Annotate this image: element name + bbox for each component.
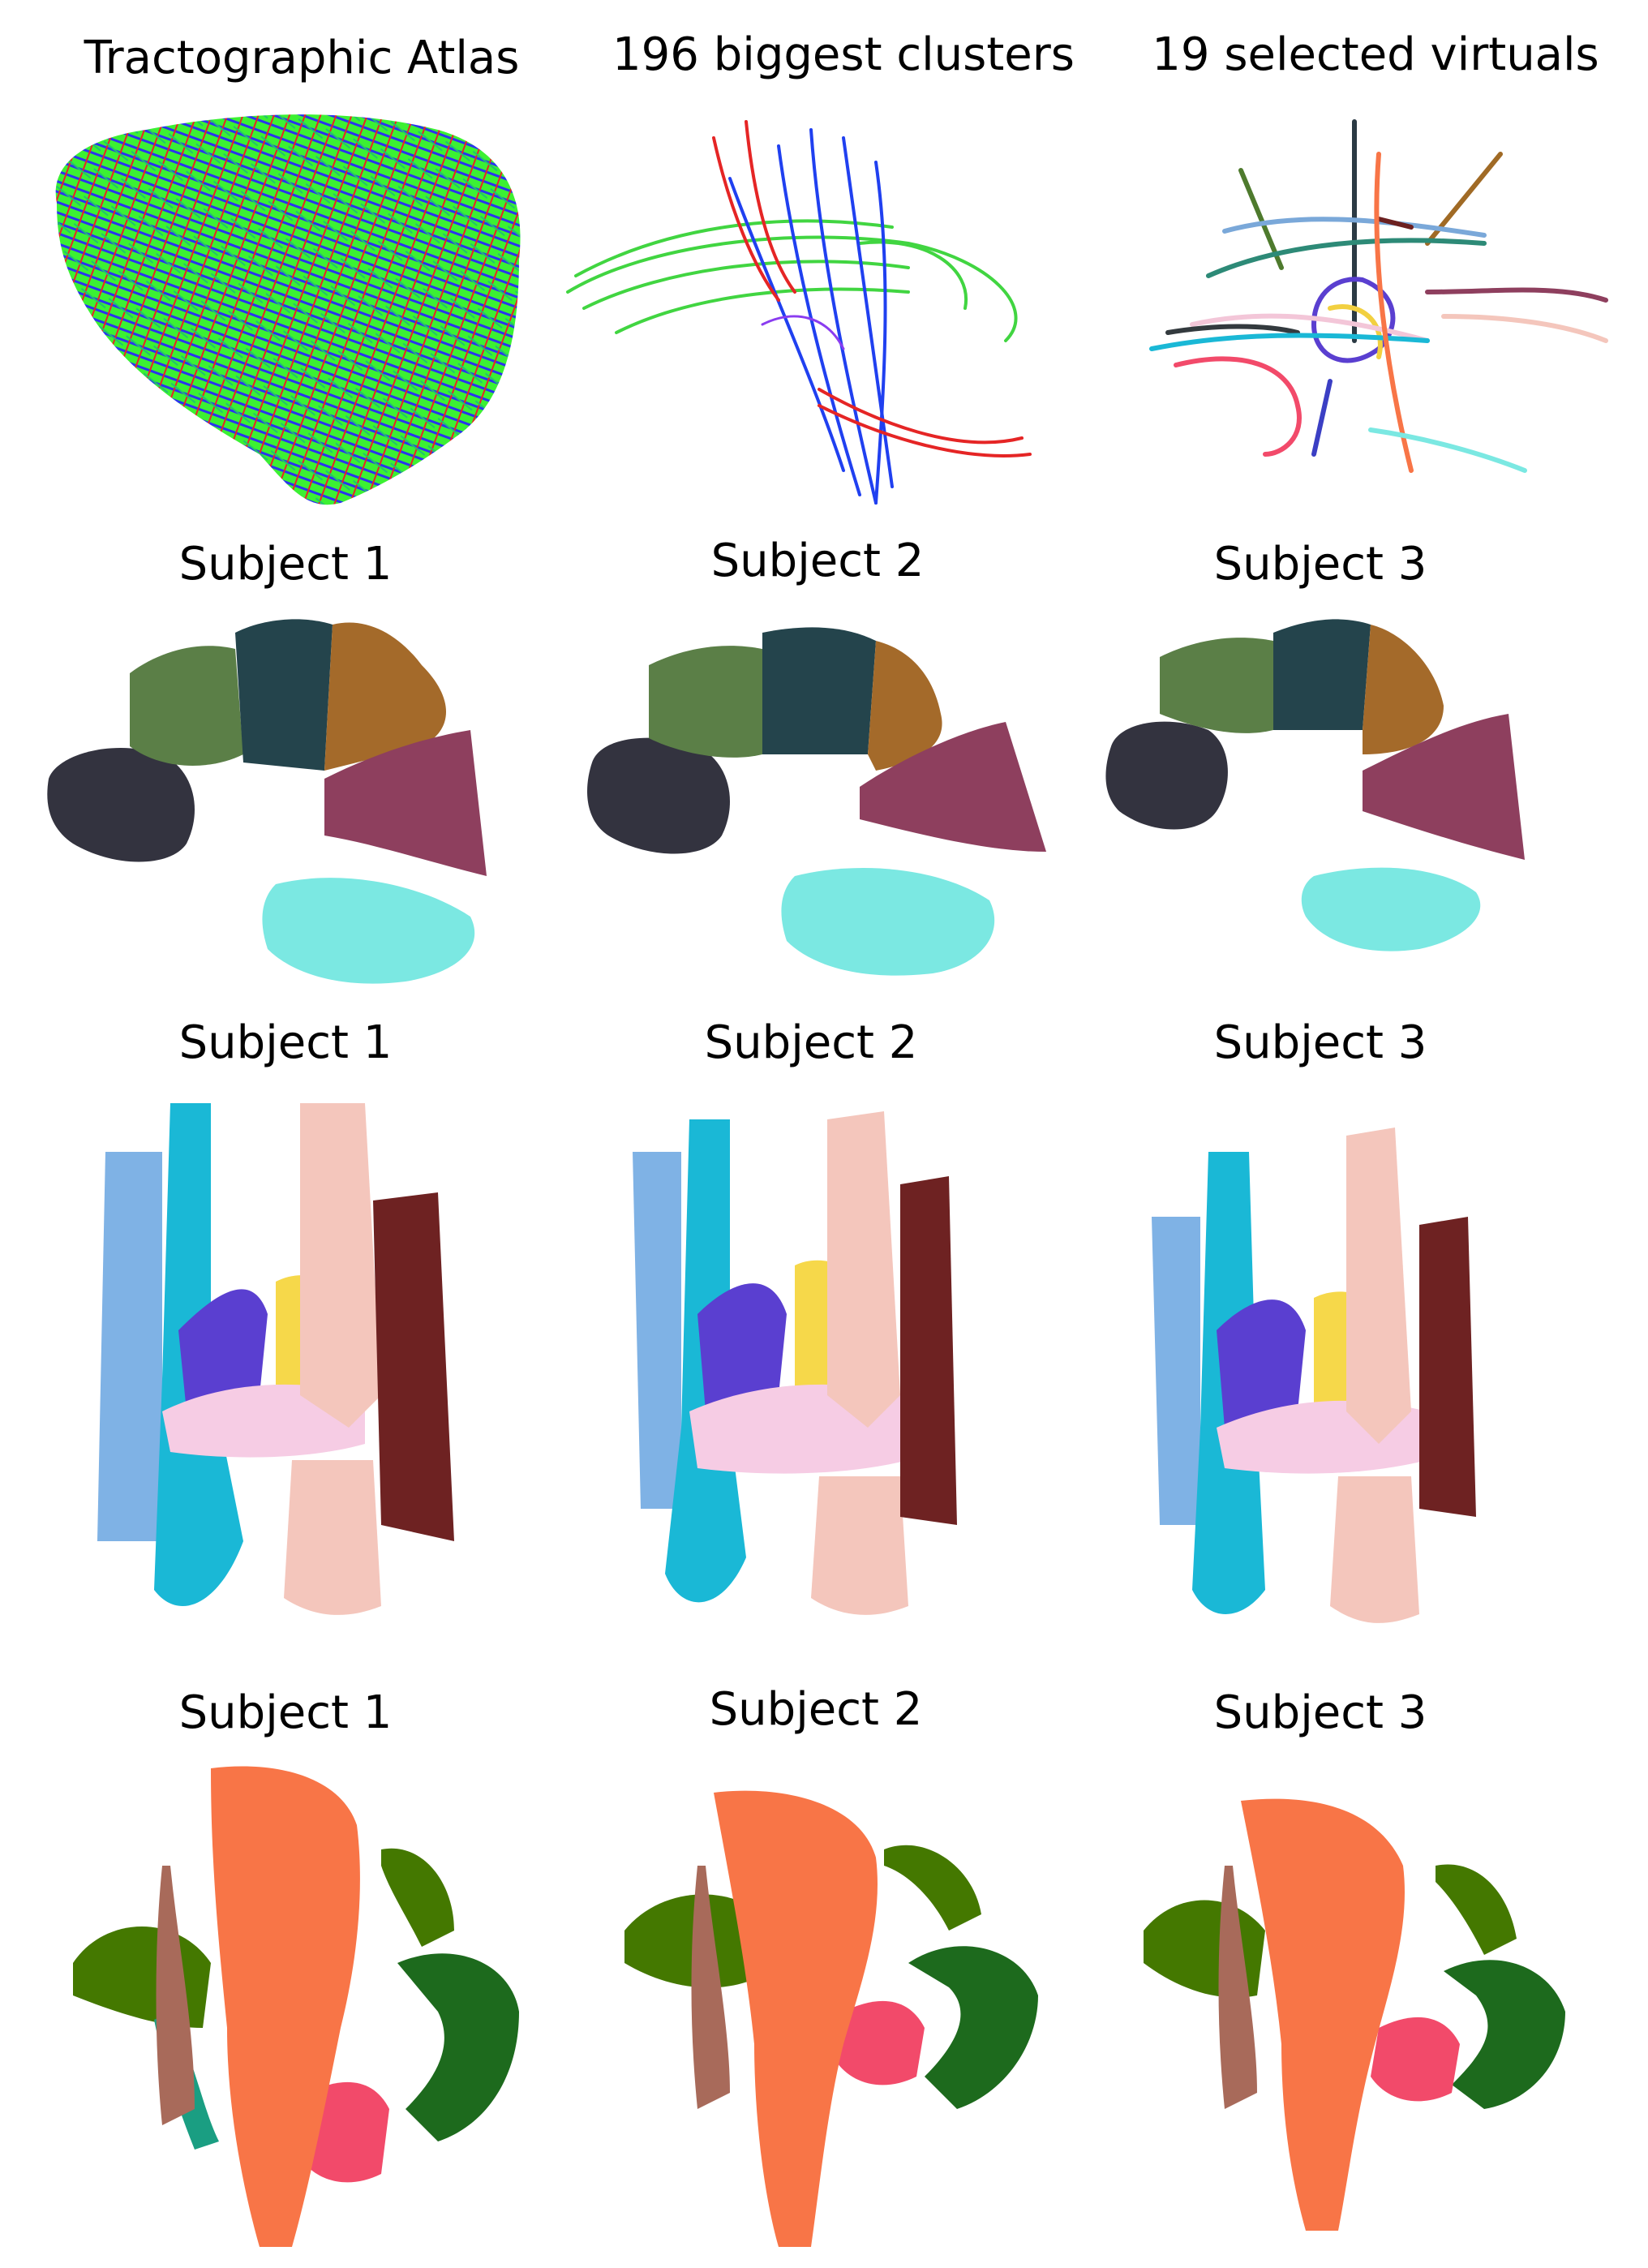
virtual-line-olive bbox=[1238, 168, 1284, 270]
virtual-line-steel bbox=[1222, 217, 1487, 238]
panel-title-r4-s3: Subject 3 bbox=[1213, 1686, 1427, 1739]
panel-atlas bbox=[55, 114, 521, 505]
panel-title-virtuals: 19 selected virtuals bbox=[1152, 28, 1599, 81]
virtual-line-orange bbox=[1374, 152, 1414, 473]
panel-virtuals bbox=[1149, 119, 1608, 473]
virtual-line-teal bbox=[1206, 238, 1487, 278]
virtual-line-pink bbox=[1190, 313, 1430, 343]
panel-title-r2-s1: Subject 1 bbox=[178, 538, 393, 591]
virtual-line-yellow bbox=[1328, 304, 1383, 359]
panel-r3-s2 bbox=[633, 1111, 957, 1615]
panel-title-r2-s3: Subject 3 bbox=[1213, 538, 1427, 591]
virtual-line-lightcyan bbox=[1368, 427, 1527, 473]
panel-clusters bbox=[566, 120, 1032, 505]
panel-title-r4-s1: Subject 1 bbox=[178, 1686, 393, 1739]
atlas-brain-shape bbox=[55, 114, 521, 505]
virtual-line-darkgrey bbox=[1165, 324, 1300, 335]
panel-title-r3-s3: Subject 3 bbox=[1213, 1016, 1427, 1069]
virtual-line-salmon bbox=[1441, 314, 1608, 343]
virtual-line-maroon bbox=[1376, 217, 1414, 230]
virtual-line-indigo bbox=[1311, 379, 1333, 457]
panel-r3-s1 bbox=[97, 1103, 454, 1615]
panel-title-atlas: Tractographic Atlas bbox=[84, 32, 520, 84]
panel-r2-s2 bbox=[587, 627, 1046, 976]
panel-r4-s1 bbox=[73, 1766, 519, 2247]
panel-title-r2-s2: Subject 2 bbox=[710, 535, 925, 587]
panel-title-r3-s1: Subject 1 bbox=[178, 1016, 393, 1069]
panel-title-r4-s2: Subject 2 bbox=[709, 1683, 923, 1736]
panel-r4-s2 bbox=[624, 1790, 1038, 2247]
panel-r4-s3 bbox=[1144, 1798, 1565, 2231]
virtual-line-plum bbox=[1425, 287, 1608, 303]
panel-r2-s3 bbox=[1105, 619, 1525, 951]
virtual-line-red bbox=[1174, 356, 1302, 457]
panel-r3-s3 bbox=[1152, 1128, 1476, 1623]
panel-r2-s1 bbox=[47, 619, 487, 984]
panel-title-clusters: 196 biggest clusters bbox=[612, 28, 1075, 81]
panel-title-r3-s2: Subject 2 bbox=[704, 1016, 918, 1069]
virtual-line-purple bbox=[1311, 277, 1396, 363]
